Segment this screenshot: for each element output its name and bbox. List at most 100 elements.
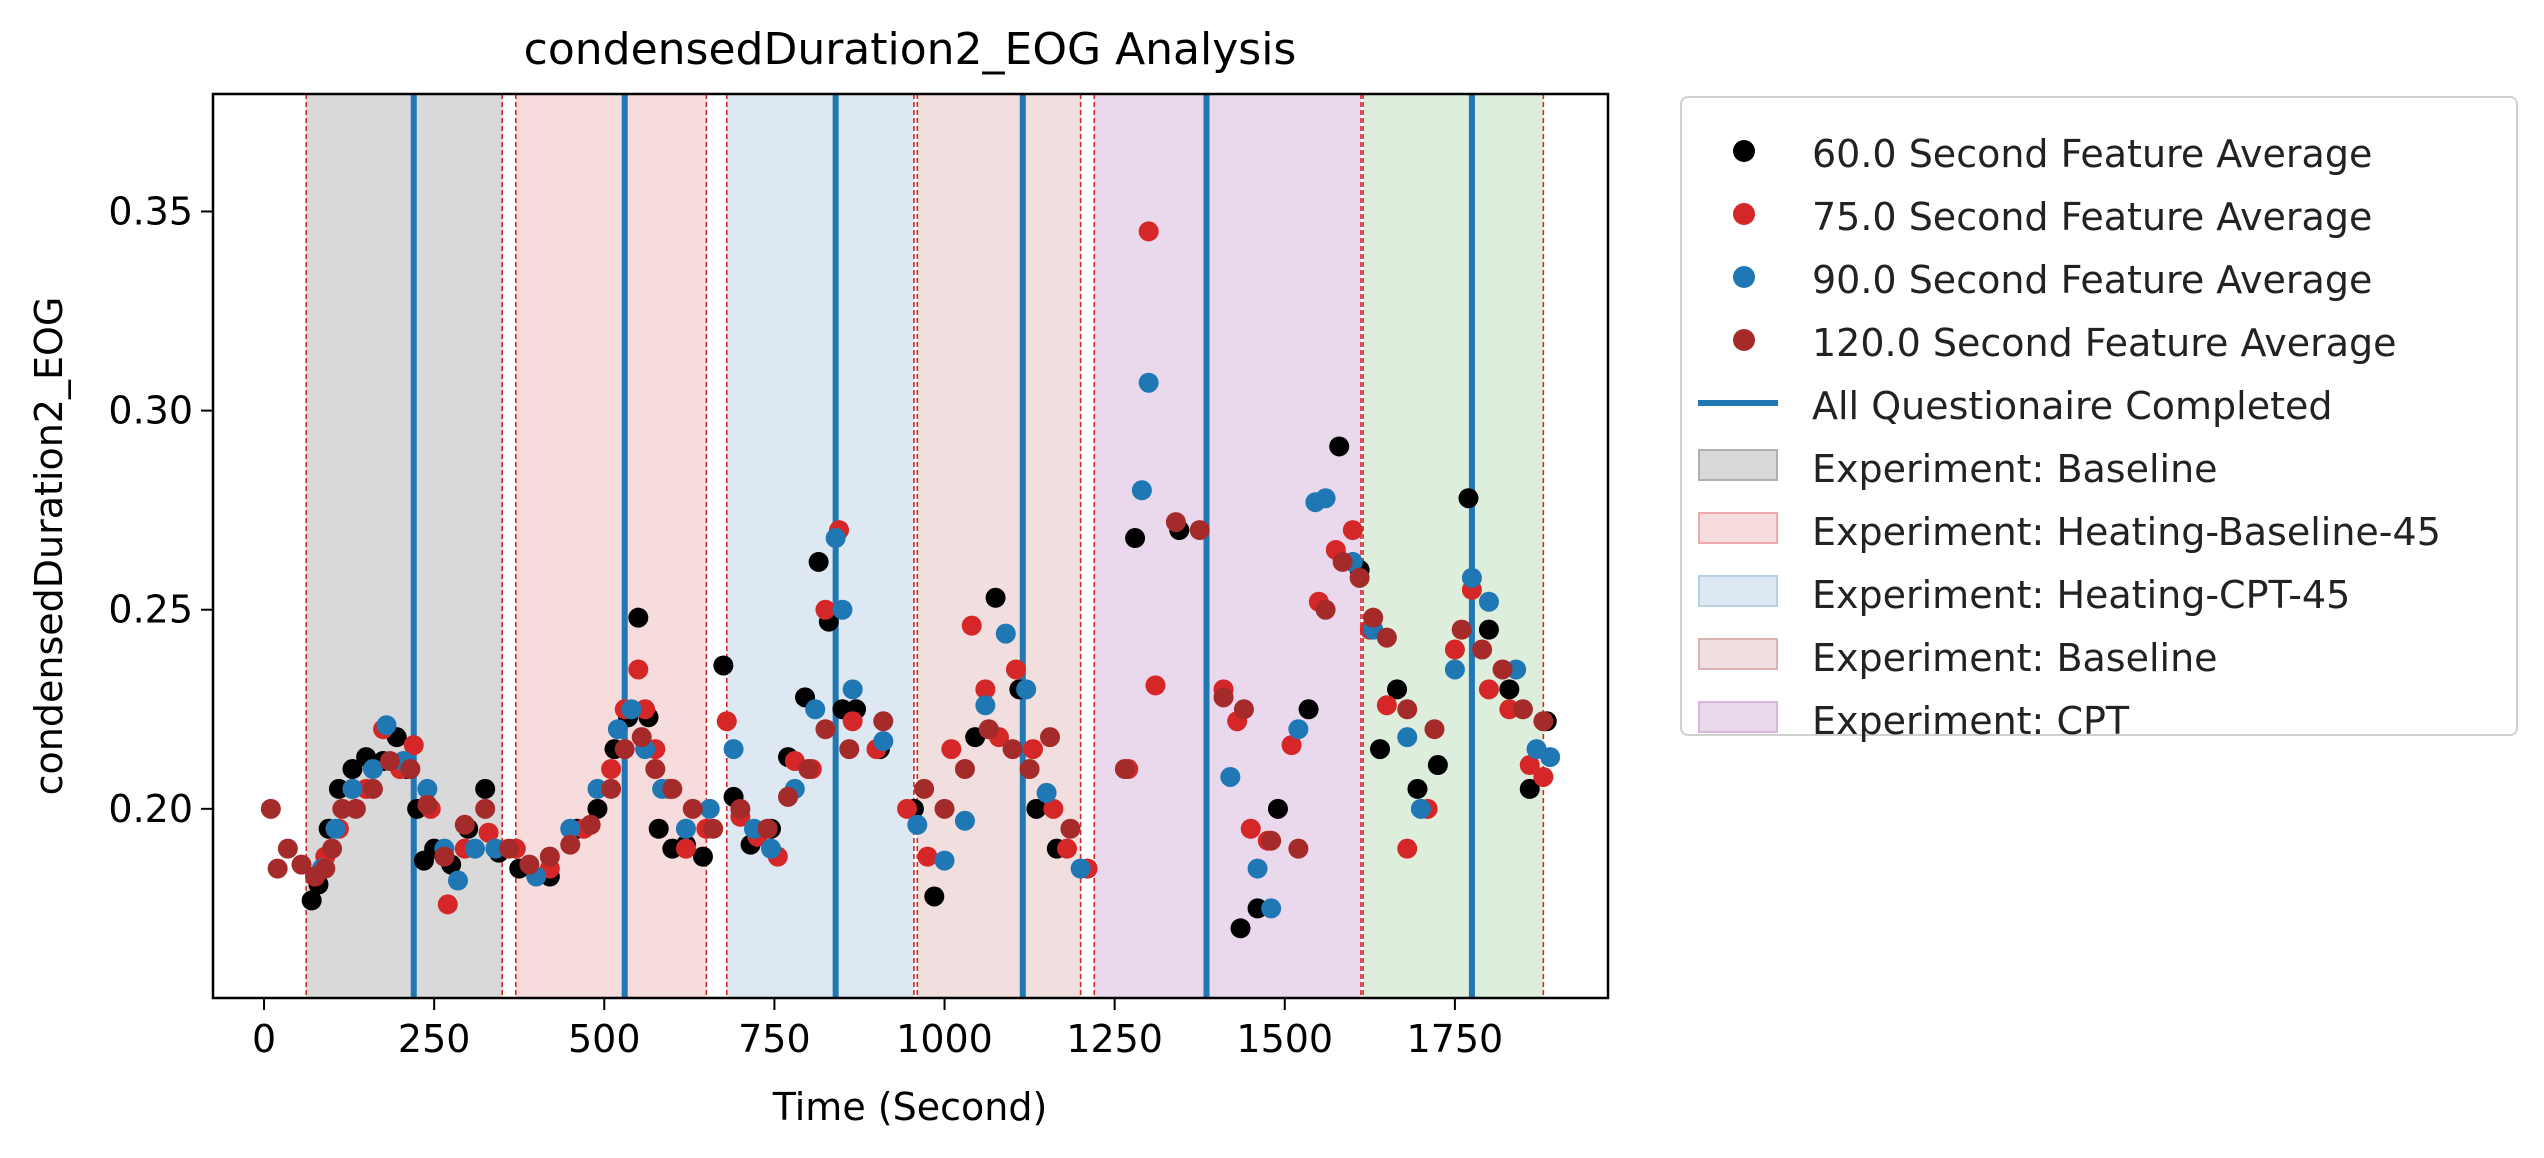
x-tick-label-5: 1250 [1066, 1017, 1163, 1061]
point-series3-46 [1213, 687, 1234, 708]
legend-item-questionnaire: All Questionaire Completed [1682, 376, 2516, 430]
point-series3-21 [601, 778, 622, 799]
point-series0-57 [1407, 778, 1428, 799]
point-series0-53 [1329, 436, 1350, 457]
legend-item-90s: 90.0 Second Feature Average [1682, 250, 2516, 304]
point-series1-61 [1478, 679, 1499, 700]
legend-label-90s: 90.0 Second Feature Average [1812, 258, 2373, 302]
x-axis-ticks: 0 250 500 750 1000 1250 1500 1750 [252, 998, 1503, 1061]
point-series1-21 [675, 838, 696, 859]
legend-label-60s: 60.0 Second Feature Average [1812, 132, 2373, 176]
point-series1-54 [1342, 520, 1363, 541]
point-series0-55 [1370, 739, 1391, 760]
point-series2-9 [464, 838, 485, 859]
point-series3-19 [560, 834, 581, 855]
legend-label-baseline: Experiment: Baseline [1812, 447, 2218, 491]
point-series1-51 [1281, 735, 1302, 756]
legend-label-75s: 75.0 Second Feature Average [1812, 195, 2373, 239]
point-series0-51 [1267, 798, 1288, 819]
point-series2-8 [447, 870, 468, 891]
legend-label-questionnaire: All Questionaire Completed [1812, 384, 2333, 428]
point-series2-6 [417, 778, 438, 799]
point-series3-17 [519, 854, 540, 875]
point-series3-18 [539, 846, 560, 867]
x-axis-label: Time (Second) [772, 1085, 1048, 1129]
point-series3-61 [1533, 711, 1554, 732]
legend-item-75s: 75.0 Second Feature Average [1682, 187, 2516, 241]
point-series2-47 [1397, 727, 1418, 748]
point-series3-60 [1512, 699, 1533, 720]
point-series1-35 [941, 739, 962, 760]
point-series3-8 [345, 798, 366, 819]
point-series3-50 [1315, 599, 1336, 620]
point-series3-13 [434, 846, 455, 867]
point-series3-38 [978, 719, 999, 740]
point-series0-22 [628, 607, 649, 628]
point-series0-59 [1458, 488, 1479, 509]
point-series3-30 [778, 786, 799, 807]
point-series0-14 [475, 778, 496, 799]
point-series3-47 [1233, 699, 1254, 720]
point-series0-49 [1230, 918, 1251, 939]
point-series2-38 [1138, 372, 1159, 393]
point-series2-50 [1461, 567, 1482, 588]
legend-item-120s: 120.0 Second Feature Average [1682, 313, 2516, 367]
x-tick-label-7: 1750 [1407, 1017, 1504, 1061]
point-series2-42 [1288, 719, 1309, 740]
point-series3-48 [1261, 830, 1282, 851]
legend-item-heating-cpt-45: Experiment: Heating-CPT-45 [1682, 565, 2516, 619]
y-axis-label: condensedDuration2_EOG [27, 297, 71, 796]
x-tick-label-1: 250 [398, 1017, 471, 1061]
point-series3-49 [1288, 838, 1309, 859]
x-tick-label-3: 750 [738, 1017, 811, 1061]
point-series0-0 [301, 890, 322, 911]
point-series3-41 [1040, 727, 1060, 748]
y-tick-label-2: 0.30 [108, 389, 193, 433]
chart-title: condensedDuration2_EOG Analysis [524, 24, 1297, 75]
point-series2-41 [1261, 898, 1282, 919]
point-series1-41 [1043, 798, 1064, 819]
legend-marker-60s [1733, 140, 1755, 162]
point-series3-10 [379, 751, 400, 772]
point-series2-14 [607, 719, 628, 740]
point-series0-4 [342, 759, 363, 780]
point-series3-36 [934, 798, 955, 819]
point-series3-27 [703, 818, 724, 839]
point-series3-0 [260, 798, 281, 819]
legend-label-cpt: Experiment: CPT [1812, 699, 2130, 743]
point-series3-23 [631, 727, 652, 748]
point-series3-31 [798, 759, 819, 780]
point-series2-24 [805, 699, 826, 720]
point-series2-18 [675, 818, 696, 839]
point-series1-31 [842, 711, 863, 732]
point-series3-29 [757, 818, 778, 839]
experiment-span-0 [306, 94, 503, 998]
point-series0-24 [648, 818, 669, 839]
point-series1-29 [815, 599, 836, 620]
point-series3-20 [580, 814, 601, 835]
point-series2-35 [1036, 782, 1057, 803]
point-series3-54 [1376, 627, 1397, 648]
point-series3-51 [1332, 551, 1353, 572]
point-series3-9 [362, 778, 383, 799]
legend-item-cpt: Experiment: CPT [1682, 691, 2516, 745]
point-series1-39 [1005, 659, 1026, 680]
point-series3-11 [400, 759, 421, 780]
point-series2-33 [995, 623, 1016, 644]
point-series1-45 [1138, 221, 1159, 242]
legend-item-60s: 60.0 Second Feature Average [1682, 124, 2516, 178]
point-series2-51 [1478, 591, 1499, 612]
point-series2-4 [376, 715, 397, 736]
point-series1-59 [1444, 639, 1465, 660]
point-series1-63 [1519, 755, 1540, 776]
legend: 60.0 Second Feature Average 75.0 Second … [1680, 96, 2518, 743]
point-series3-59 [1492, 659, 1513, 680]
legend-patch-heating-cpt-45 [1698, 575, 1778, 607]
point-series2-26 [832, 599, 853, 620]
point-series1-46 [1145, 675, 1166, 696]
point-series2-31 [954, 810, 975, 831]
point-series3-16 [499, 838, 520, 859]
point-series2-30 [934, 850, 955, 871]
x-tick-label-2: 500 [568, 1017, 641, 1061]
point-series1-57 [1397, 838, 1418, 859]
